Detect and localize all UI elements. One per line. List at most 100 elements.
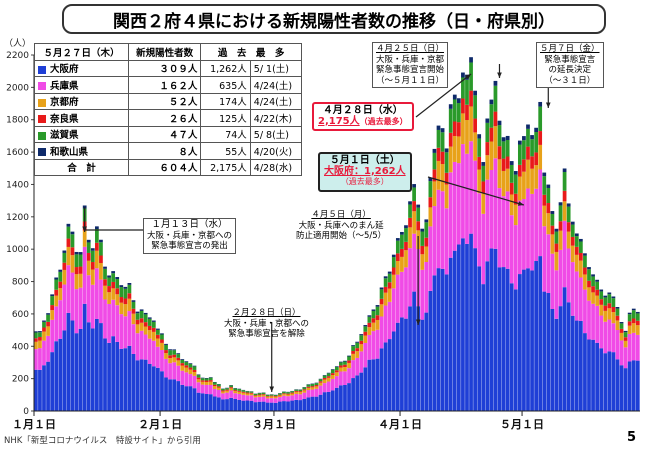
bar-segment — [160, 371, 164, 411]
bar-segment — [367, 315, 372, 317]
bar-segment — [383, 286, 388, 293]
bar-segment — [74, 274, 79, 290]
bar-segment — [501, 267, 506, 411]
bar-segment — [611, 296, 616, 299]
bar-segment — [526, 124, 530, 129]
chart-title-text: 関西２府４県における新規陽性者数の推移（日・府県別） — [113, 11, 555, 32]
bar-segment — [379, 304, 384, 317]
bar-segment — [273, 395, 278, 397]
bar-segment — [95, 226, 99, 230]
bar-segment — [184, 367, 189, 373]
bar-segment — [298, 391, 303, 393]
bar-segment — [542, 176, 547, 195]
bar-segment — [440, 268, 445, 411]
y-tick-label: 800 — [12, 278, 29, 288]
bar-segment — [62, 284, 67, 331]
bar-segment — [290, 400, 294, 411]
bar-segment — [306, 387, 311, 391]
annotation-may7-line2: の延長決定 — [548, 65, 592, 75]
bar-segment — [631, 323, 636, 333]
bar-segment — [452, 136, 457, 162]
bar-segment — [74, 267, 79, 275]
bar-segment — [412, 187, 416, 202]
x-tick-label: ５月１日 — [500, 418, 544, 431]
bar-segment — [221, 399, 225, 411]
bar-segment — [192, 366, 197, 370]
bar-segment — [99, 255, 103, 264]
bar-segment — [424, 246, 429, 262]
bar-segment — [58, 300, 63, 339]
bar-segment — [351, 346, 355, 352]
bar-segment — [343, 361, 347, 365]
bar-segment — [383, 276, 388, 279]
bar-segment — [78, 328, 83, 411]
bar-segment — [416, 221, 421, 231]
bar-segment — [461, 113, 465, 145]
annotation-arrowhead — [415, 319, 421, 325]
bar-segment — [432, 169, 437, 182]
bar-segment — [135, 324, 140, 334]
bar-segment — [156, 346, 160, 368]
bar-segment — [631, 310, 636, 319]
bar-segment — [363, 326, 368, 332]
bar-segment — [578, 277, 583, 321]
table-row: 和歌山県 ８人 55人 4/20(火) — [34, 142, 303, 160]
bar-segment — [46, 335, 50, 362]
bar-segment — [603, 353, 608, 411]
bar-segment — [265, 402, 270, 411]
bar-segment — [420, 319, 425, 411]
bar-segment — [208, 377, 213, 378]
bar-segment — [229, 387, 233, 389]
bar-segment — [314, 388, 319, 397]
bar-segment — [229, 385, 233, 388]
annotation-apr25-line2: 緊急事態宣言開始 — [376, 65, 445, 75]
bar-segment — [408, 306, 412, 411]
bar-segment — [436, 147, 441, 161]
bar-segment — [623, 332, 628, 338]
bar-segment — [156, 338, 160, 347]
bar-segment — [583, 289, 587, 334]
bar-segment — [517, 274, 522, 411]
bar-segment — [241, 392, 246, 395]
bar-segment — [387, 288, 392, 302]
pref-count: １６２人 — [127, 76, 202, 94]
stats-table-header: ５月２７日（木） 新規陽性者数 過 去 最 多 — [34, 43, 302, 61]
bar-segment — [192, 388, 197, 411]
bar-segment — [123, 286, 128, 289]
bar-segment — [66, 238, 71, 247]
bar-segment — [107, 277, 111, 287]
bar-segment — [562, 168, 567, 172]
bar-segment — [412, 184, 416, 188]
bar-segment — [273, 396, 278, 397]
bar-segment — [86, 260, 91, 276]
bar-segment — [147, 318, 152, 326]
bar-segment — [444, 172, 449, 185]
bar-segment — [448, 108, 453, 133]
bar-segment — [127, 298, 132, 312]
bar-segment — [351, 378, 355, 411]
bar-segment — [212, 382, 217, 385]
bar-segment — [62, 262, 67, 270]
bar-segment — [456, 136, 461, 164]
bar-segment — [424, 222, 429, 238]
bar-segment — [241, 400, 246, 411]
annotation-jan13-line1: 大阪・兵庫・京都への — [147, 230, 233, 241]
bar-segment — [416, 204, 421, 208]
bar-segment — [558, 221, 563, 231]
bar-segment — [334, 376, 339, 388]
bar-segment — [595, 279, 599, 282]
y-axis-unit: （人） — [4, 38, 31, 49]
bar-segment — [58, 271, 63, 282]
bar-segment — [456, 163, 461, 245]
bar-segment — [50, 296, 55, 306]
bar-segment — [497, 125, 502, 147]
bar-segment — [635, 360, 640, 411]
bar-segment — [326, 377, 331, 382]
bar-segment — [513, 225, 518, 290]
bar-segment — [70, 247, 75, 256]
annotation-feb28: ２月２８日（日） 大阪・兵庫・京都への 緊急事態宣言を解除 — [224, 308, 309, 340]
bar-segment — [200, 384, 205, 394]
bar-segment — [111, 271, 116, 274]
bar-segment — [489, 99, 494, 105]
